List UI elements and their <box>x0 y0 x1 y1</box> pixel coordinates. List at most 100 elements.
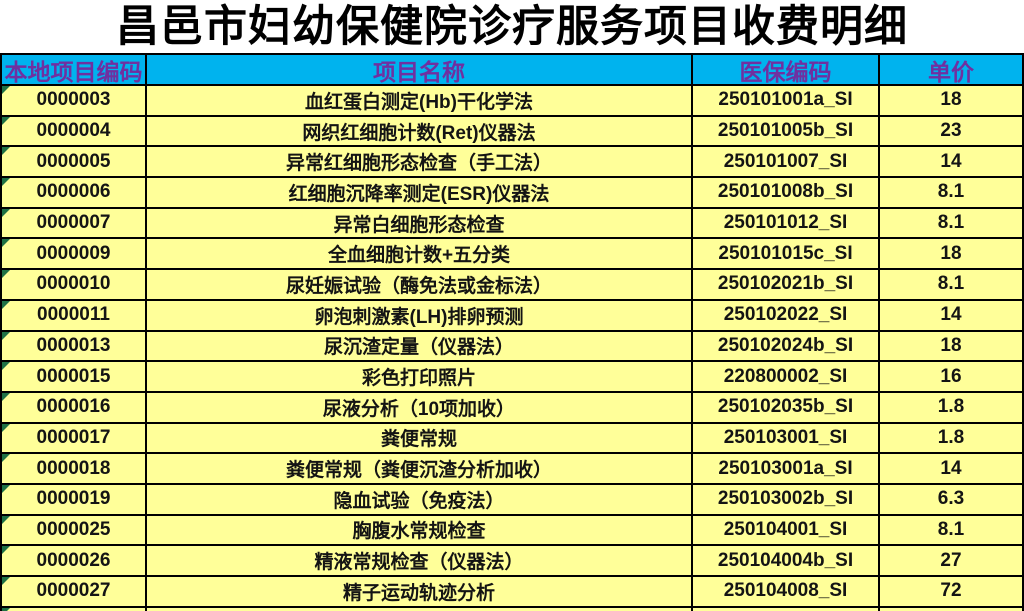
table-row[interactable]: 0000019 隐血试验（免疫法） 250103002b_SI 6.3 <box>2 484 1022 516</box>
table-row[interactable]: 0000013 尿沉渣定量（仪器法） 250102024b_SI 18 <box>2 331 1022 363</box>
table-row[interactable]: 0000005 异常红细胞形态检查（手工法） 250101007_SI 14 <box>2 147 1022 179</box>
cell-item-name[interactable]: 异常白细胞形态检查 <box>147 208 693 238</box>
cell-local-code[interactable]: 0000009 <box>2 239 147 269</box>
cell-item-name[interactable]: 红细胞沉降率测定(ESR)仪器法 <box>147 178 693 207</box>
cell-insurance-code[interactable]: 250101015c_SI <box>693 239 880 269</box>
cell-item-name[interactable]: 粪便常规 <box>147 423 693 453</box>
cell-item-name[interactable]: 精液常规检查（仪器法） <box>147 546 693 575</box>
cell-local-code[interactable]: 0000005 <box>2 147 147 177</box>
cell-item-name[interactable]: 隐血试验（免疫法） <box>147 484 693 514</box>
table-row[interactable]: 0000003 血红蛋白测定(Hb)干化学法 250101001a_SI 18 <box>2 86 1022 117</box>
cell-insurance-code[interactable]: 250104008_SI <box>693 577 880 606</box>
cell-insurance-code[interactable]: 250102024b_SI <box>693 331 880 361</box>
column-header-local-code[interactable]: 本地项目编码 <box>2 55 147 84</box>
cell-item-name[interactable]: 尿液分析（10项加收） <box>147 392 693 422</box>
cell-local-code[interactable]: 0000007 <box>2 208 147 238</box>
insurance-code-value: 250101012_SI <box>723 212 848 234</box>
cell-price[interactable]: 8.1 <box>880 515 1022 545</box>
cell-price[interactable]: 27 <box>880 546 1022 575</box>
cell-local-code[interactable]: 0000016 <box>2 392 147 422</box>
cell-local-code[interactable]: 0000025 <box>2 515 147 545</box>
cell-insurance-code[interactable]: 250101008b_SI <box>693 178 880 207</box>
cell-price[interactable]: 14 <box>880 454 1022 483</box>
cell-price[interactable]: 1.8 <box>880 423 1022 453</box>
table-row[interactable]: 0000010 尿妊娠试验（酶免法或金标法） 250102021b_SI 8.1 <box>2 270 1022 301</box>
cell-insurance-code[interactable]: 250103001a_SI <box>693 454 880 483</box>
table-row[interactable]: 0000027 精子运动轨迹分析 250104008_SI 72 <box>2 577 1022 608</box>
cell-price[interactable]: 14 <box>880 147 1022 177</box>
cell-local-code[interactable]: 0000006 <box>2 178 147 207</box>
price-value: 14 <box>940 150 962 172</box>
cell-price[interactable]: 72 <box>880 577 1022 606</box>
cell-item-name[interactable]: 网织红细胞计数(Ret)仪器法 <box>147 116 693 146</box>
cell-price[interactable]: 16 <box>880 362 1022 391</box>
table-row[interactable]: 0000011 卵泡刺激素(LH)排卵预测 250102022_SI 14 <box>2 300 1022 332</box>
table-row[interactable]: 0000009 全血细胞计数+五分类 250101015c_SI 18 <box>2 239 1022 271</box>
table-row[interactable]: 0000015 彩色打印照片 220800002_SI 16 <box>2 362 1022 393</box>
error-indicator-icon <box>2 392 10 401</box>
cell-item-name[interactable]: 胸腹水常规检查 <box>147 515 693 545</box>
column-header-item-name[interactable]: 项目名称 <box>147 55 693 84</box>
cell-price[interactable]: 8.1 <box>880 178 1022 207</box>
cell-price[interactable]: 1.8 <box>880 392 1022 422</box>
table-row[interactable]: 0000025 胸腹水常规检查 250104001_SI 8.1 <box>2 515 1022 547</box>
cell-insurance-code[interactable]: 250102035b_SI <box>693 392 880 422</box>
column-header-unit-price[interactable]: 单价 <box>880 55 1022 84</box>
table-row[interactable]: 0000006 红细胞沉降率测定(ESR)仪器法 250101008b_SI 8… <box>2 178 1022 209</box>
cell-local-code[interactable]: 0000019 <box>2 484 147 514</box>
cell-item-name[interactable]: 粪便常规（粪便沉渣分析加收） <box>147 454 693 483</box>
cell-item-name[interactable]: 全血细胞计数+五分类 <box>147 239 693 269</box>
table-row[interactable]: 0000007 异常白细胞形态检查 250101012_SI 8.1 <box>2 208 1022 240</box>
cell-local-code[interactable]: 0000011 <box>2 300 147 330</box>
insurance-code-value: 250104008_SI <box>723 580 848 602</box>
cell-price[interactable]: 18 <box>880 239 1022 269</box>
cell-local-code[interactable]: 0000015 <box>2 362 147 391</box>
cell-price[interactable]: 18 <box>880 331 1022 361</box>
cell-insurance-code[interactable]: 250101012_SI <box>693 208 880 238</box>
cell-item-name[interactable]: 精子运动轨迹分析 <box>147 577 693 606</box>
cell-price[interactable]: 8.1 <box>880 208 1022 238</box>
insurance-code-value: 250102035b_SI <box>717 396 854 418</box>
cell-insurance-code[interactable]: 250102021b_SI <box>693 270 880 299</box>
cell-local-code[interactable]: 0000027 <box>2 577 147 606</box>
table-row[interactable]: 0000017 粪便常规 250103001_SI 1.8 <box>2 423 1022 455</box>
item-name-value: 精子运动轨迹分析 <box>342 582 495 604</box>
table-row[interactable]: 0000018 粪便常规（粪便沉渣分析加收） 250103001a_SI 14 <box>2 454 1022 485</box>
cell-item-name[interactable]: 尿沉渣定量（仪器法） <box>147 331 693 361</box>
item-name-value: 尿妊娠试验（酶免法或金标法） <box>285 275 552 297</box>
cell-insurance-code[interactable]: 250101005b_SI <box>693 116 880 146</box>
cell-local-code[interactable]: 0000017 <box>2 423 147 453</box>
cell-price[interactable]: 8.1 <box>880 270 1022 299</box>
cell-insurance-code[interactable]: 250101007_SI <box>693 147 880 177</box>
cell-local-code <box>2 607 147 611</box>
item-name-value: 血红蛋白测定(Hb)干化学法 <box>305 91 533 113</box>
cell-local-code[interactable]: 0000003 <box>2 86 147 115</box>
cell-item-name[interactable]: 卵泡刺激素(LH)排卵预测 <box>147 300 693 330</box>
cell-price[interactable]: 6.3 <box>880 484 1022 514</box>
column-header-insurance-code[interactable]: 医保编码 <box>693 55 880 84</box>
cell-insurance-code[interactable]: 220800002_SI <box>693 362 880 391</box>
cell-item-name[interactable]: 彩色打印照片 <box>147 362 693 391</box>
cell-price[interactable]: 14 <box>880 300 1022 330</box>
cell-insurance-code[interactable]: 250104004b_SI <box>693 546 880 575</box>
table-row[interactable]: 0000026 精液常规检查（仪器法） 250104004b_SI 27 <box>2 546 1022 577</box>
cell-price[interactable]: 18 <box>880 86 1022 115</box>
cell-insurance-code[interactable]: 250103002b_SI <box>693 484 880 514</box>
table-row[interactable]: 0000004 网织红细胞计数(Ret)仪器法 250101005b_SI 23 <box>2 116 1022 148</box>
insurance-code-value: 220800002_SI <box>723 365 848 387</box>
cell-insurance-code[interactable]: 250104001_SI <box>693 515 880 545</box>
cell-local-code[interactable]: 0000026 <box>2 546 147 575</box>
cell-local-code[interactable]: 0000004 <box>2 116 147 146</box>
cell-local-code[interactable]: 0000013 <box>2 331 147 361</box>
cell-local-code[interactable]: 0000018 <box>2 454 147 483</box>
insurance-code-value: 250101007_SI <box>723 150 848 172</box>
cell-item-name[interactable]: 血红蛋白测定(Hb)干化学法 <box>147 86 693 115</box>
cell-local-code[interactable]: 0000010 <box>2 270 147 299</box>
table-row[interactable]: 0000016 尿液分析（10项加收） 250102035b_SI 1.8 <box>2 392 1022 424</box>
cell-item-name[interactable]: 异常红细胞形态检查（手工法） <box>147 147 693 177</box>
cell-insurance-code[interactable]: 250101001a_SI <box>693 86 880 115</box>
cell-insurance-code[interactable]: 250102022_SI <box>693 300 880 330</box>
cell-price[interactable]: 23 <box>880 116 1022 146</box>
cell-insurance-code[interactable]: 250103001_SI <box>693 423 880 453</box>
cell-item-name[interactable]: 尿妊娠试验（酶免法或金标法） <box>147 270 693 299</box>
